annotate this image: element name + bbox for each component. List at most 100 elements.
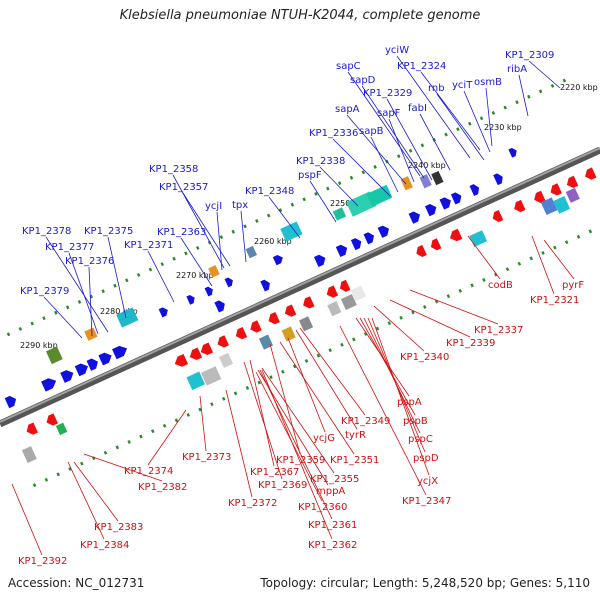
- forward-gene-label: tpx: [232, 200, 248, 211]
- tick-mark: [115, 445, 120, 450]
- forward-leader-line: [419, 113, 451, 171]
- forward-gene: [335, 244, 348, 258]
- tick-mark: [172, 256, 176, 261]
- tick-mark: [349, 175, 354, 180]
- tick-mark: [529, 256, 533, 261]
- forward-gene: [408, 211, 420, 224]
- reverse-gene-label: KP1_2351: [330, 455, 379, 466]
- reverse-leader-line: [269, 343, 301, 455]
- feature-box: [200, 366, 222, 386]
- tick-mark: [397, 154, 401, 159]
- tick-mark: [503, 105, 507, 110]
- reverse-gene-label: KP1_2355: [310, 474, 359, 485]
- forward-gene: [439, 197, 451, 210]
- tick-mark: [6, 332, 11, 337]
- reverse-leader-line: [73, 461, 119, 522]
- reverse-gene-label: KP1_2374: [124, 466, 173, 477]
- forward-leader-line: [309, 180, 337, 223]
- forward-leader-line: [528, 60, 561, 89]
- forward-gene: [86, 358, 98, 371]
- reverse-gene: [217, 335, 229, 348]
- tick-mark: [352, 337, 356, 342]
- tick-mark: [316, 353, 321, 358]
- reverse-gene: [284, 304, 297, 317]
- forward-gene-label: KP1_2376: [65, 256, 114, 267]
- feature-box: [469, 230, 488, 247]
- forward-gene: [98, 352, 112, 366]
- tick-mark: [56, 472, 60, 477]
- feature-box: [116, 307, 139, 328]
- reverse-leader-line: [261, 367, 335, 474]
- forward-leader-line: [147, 250, 175, 303]
- reverse-gene: [566, 175, 579, 189]
- reverse-gene-label: KP1_2361: [308, 520, 357, 531]
- tick-mark: [127, 440, 131, 444]
- feature-box: [258, 334, 274, 350]
- feature-box: [45, 346, 63, 365]
- tick-mark: [266, 213, 271, 218]
- feature-box: [280, 221, 303, 242]
- tick-mark: [77, 299, 82, 304]
- reverse-gene-label: KP1_2383: [94, 522, 143, 533]
- tick-mark: [245, 386, 250, 390]
- reverse-gene: [339, 279, 351, 292]
- genome-backbone-highlight: [0, 147, 600, 423]
- forward-gene-label: sapD: [350, 75, 376, 86]
- feature-box: [332, 207, 347, 221]
- forward-gene: [363, 232, 375, 245]
- reverse-gene: [585, 167, 597, 180]
- tick-label: 2230 kbp: [484, 123, 522, 132]
- reverse-leader-line: [249, 359, 275, 467]
- forward-leader-line: [216, 211, 223, 271]
- forward-gene-label: sapF: [377, 108, 401, 119]
- tick-mark: [361, 170, 366, 175]
- reverse-gene-label: pspA: [397, 397, 422, 408]
- forward-gene-outer: [158, 307, 168, 318]
- reverse-gene-label: KP1_2359: [276, 455, 325, 466]
- tick-mark: [281, 369, 285, 374]
- reverse-gene-label: KP1_2349: [341, 416, 390, 427]
- tick-mark: [221, 396, 226, 401]
- forward-gene-outer: [204, 286, 213, 297]
- reverse-leader-line: [199, 395, 207, 452]
- tick-mark: [198, 407, 202, 412]
- reverse-gene: [303, 296, 315, 309]
- tick-mark: [340, 342, 344, 347]
- tick-mark: [467, 121, 472, 126]
- reverse-gene: [200, 342, 214, 356]
- reverse-gene-label: KP1_2360: [298, 502, 347, 513]
- genome-summary: Topology: circular; Length: 5,248,520 bp…: [260, 576, 590, 590]
- reverse-gene-label: KP1_2382: [138, 482, 187, 493]
- inner-tick-row: [32, 229, 593, 488]
- reverse-gene-label: KP1_2321: [530, 295, 579, 306]
- reverse-leader-line: [147, 409, 187, 466]
- tick-mark: [160, 262, 165, 267]
- tick-mark: [328, 348, 332, 353]
- forward-gene-label: rnb: [428, 83, 445, 94]
- forward-gene: [424, 204, 437, 217]
- tick-mark: [491, 110, 496, 115]
- forward-leader-line: [332, 138, 391, 197]
- reverse-leader-line: [371, 317, 430, 476]
- tick-mark: [420, 143, 425, 148]
- forward-gene: [493, 173, 503, 186]
- tick-mark: [553, 245, 557, 250]
- forward-leader-line: [172, 174, 225, 269]
- feature-box: [565, 187, 580, 203]
- tick-mark: [269, 375, 273, 380]
- tick-mark: [80, 461, 84, 466]
- forward-leader-line: [463, 90, 491, 153]
- reverse-gene-label: tyrR: [345, 430, 366, 441]
- forward-leader-line: [420, 71, 481, 151]
- forward-gene: [60, 370, 74, 383]
- forward-gene-outer: [508, 147, 517, 158]
- tick-mark: [373, 164, 377, 169]
- reverse-leader-line: [373, 305, 425, 352]
- reverse-gene-label: KP1_2384: [80, 540, 129, 551]
- reverse-leader-line: [83, 453, 163, 482]
- reverse-gene: [514, 199, 526, 213]
- feature-box: [298, 316, 314, 332]
- forward-gene: [450, 192, 462, 205]
- tick-mark: [576, 234, 581, 239]
- forward-gene-label: yciW: [385, 45, 409, 56]
